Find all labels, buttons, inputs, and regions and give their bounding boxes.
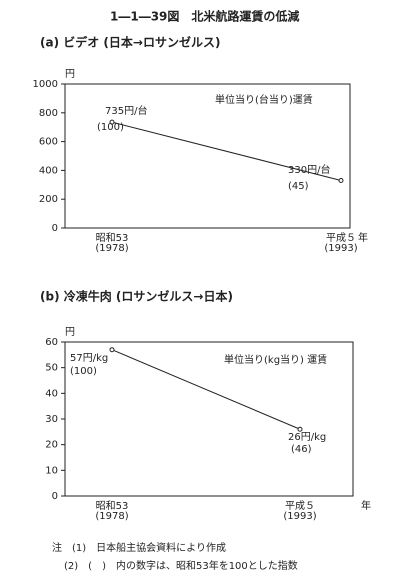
y-tick-label: 20 [45,440,58,451]
index-label: (100) [97,122,124,133]
x-tick-year: (1993) [324,243,357,254]
y-unit: 円 [65,69,75,80]
annotation: 単位当り(kg当り) 運賃 [224,353,327,366]
x-tick-label: 昭和53 [96,232,129,244]
chart-title: (b) 冷凍牛肉 (ロサンゼルス→日本) [40,289,233,304]
y-tick-label: 200 [39,194,58,205]
value-label: 57円/kg [70,353,108,364]
y-tick-label: 10 [45,465,58,476]
y-tick-label: 50 [45,363,58,374]
note: (2) ( ) 内の数字は、昭和53年を100とした指数 [64,559,298,572]
x-tick-year: (1978) [95,511,128,522]
y-tick-label: 0 [52,491,58,502]
y-tick-label: 400 [39,165,58,176]
y-unit: 円 [65,327,75,338]
x-unit: 年 [361,499,371,512]
x-tick-year: (1993) [283,511,316,522]
y-tick-label: 60 [45,337,58,348]
index-label: (45) [288,181,309,192]
x-tick-label: 平成５ [326,232,356,244]
y-tick-label: 600 [39,137,58,148]
figure-title: 1―1―39図 北米航路運賃の低減 [110,9,299,24]
line [111,121,342,181]
chart-title: (a) ビデオ (日本→ロサンゼルス) [40,35,220,50]
x-tick-label: 昭和53 [96,500,129,512]
y-tick-label: 0 [52,223,58,234]
note: 注 (1) 日本船主協会資料により作成 [52,541,226,554]
value-label: 26円/kg [288,432,326,443]
y-tick-label: 1000 [33,79,58,90]
y-tick-label: 800 [39,108,58,119]
y-tick-label: 40 [45,388,58,399]
x-tick-label: 平成５ [285,500,315,512]
index-label: (100) [70,366,97,377]
annotation: 単位当り(台当り)運賃 [215,93,313,106]
index-label: (46) [291,444,312,455]
point [297,426,303,432]
value-label: 735円/台 [105,104,147,117]
plot-frame [64,83,351,229]
point [109,347,115,353]
x-unit: 年 [358,231,368,244]
value-label: 330円/台 [288,163,330,176]
point [109,119,115,125]
point [338,177,344,183]
x-tick-year: (1978) [95,243,128,254]
line [111,349,301,430]
y-tick-label: 30 [45,414,58,425]
